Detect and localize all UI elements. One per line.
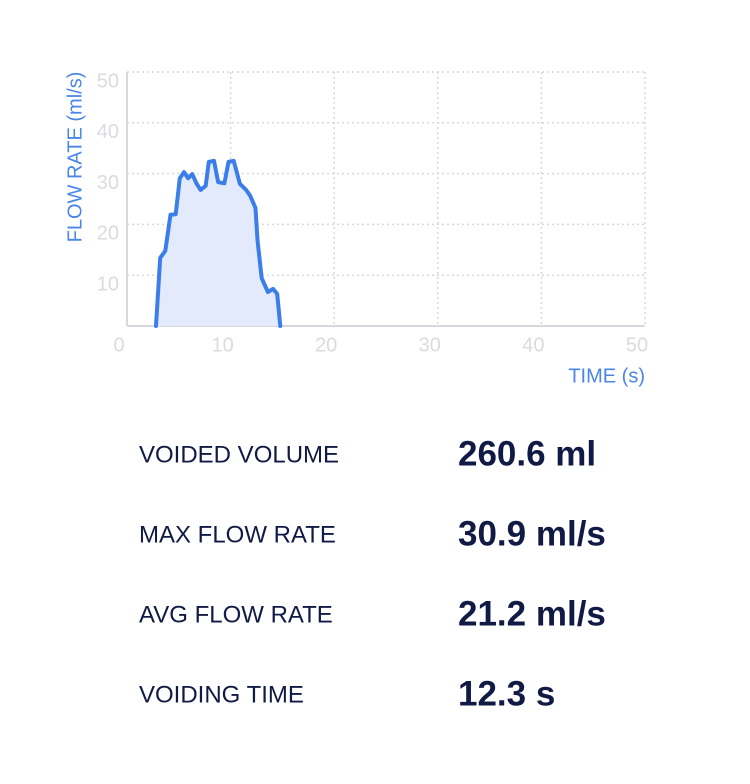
flow-line [154, 158, 283, 328]
y-tick-label: 50 [97, 70, 119, 92]
x-tick-label: 10 [211, 334, 233, 356]
y-tick-label: 40 [97, 121, 119, 143]
x-tick-label: 40 [522, 334, 544, 356]
y-axis-label: FLOW RATE (ml/s) [64, 72, 86, 243]
stat-label: AVG FLOW RATE [139, 601, 333, 628]
x-tick-label: 50 [626, 334, 648, 356]
stat-value: 21.2 ml/s [458, 594, 606, 633]
x-axis-label: TIME (s) [568, 365, 645, 387]
stat-label: MAX FLOW RATE [139, 521, 336, 548]
x-tick-label: 0 [113, 334, 124, 356]
y-tick-label: 10 [97, 273, 119, 295]
stat-value: 12.3 s [458, 674, 555, 713]
flow-area [156, 160, 281, 326]
x-tick-label: 30 [419, 334, 441, 356]
stat-label: VOIDED VOLUME [139, 441, 339, 468]
stat-value: 260.6 ml [458, 434, 596, 473]
x-tick-label: 20 [315, 334, 337, 356]
y-tick-label: 30 [97, 172, 119, 194]
stat-value: 30.9 ml/s [458, 514, 606, 553]
y-tick-label: 20 [97, 223, 119, 245]
stat-label: VOIDING TIME [139, 681, 304, 708]
